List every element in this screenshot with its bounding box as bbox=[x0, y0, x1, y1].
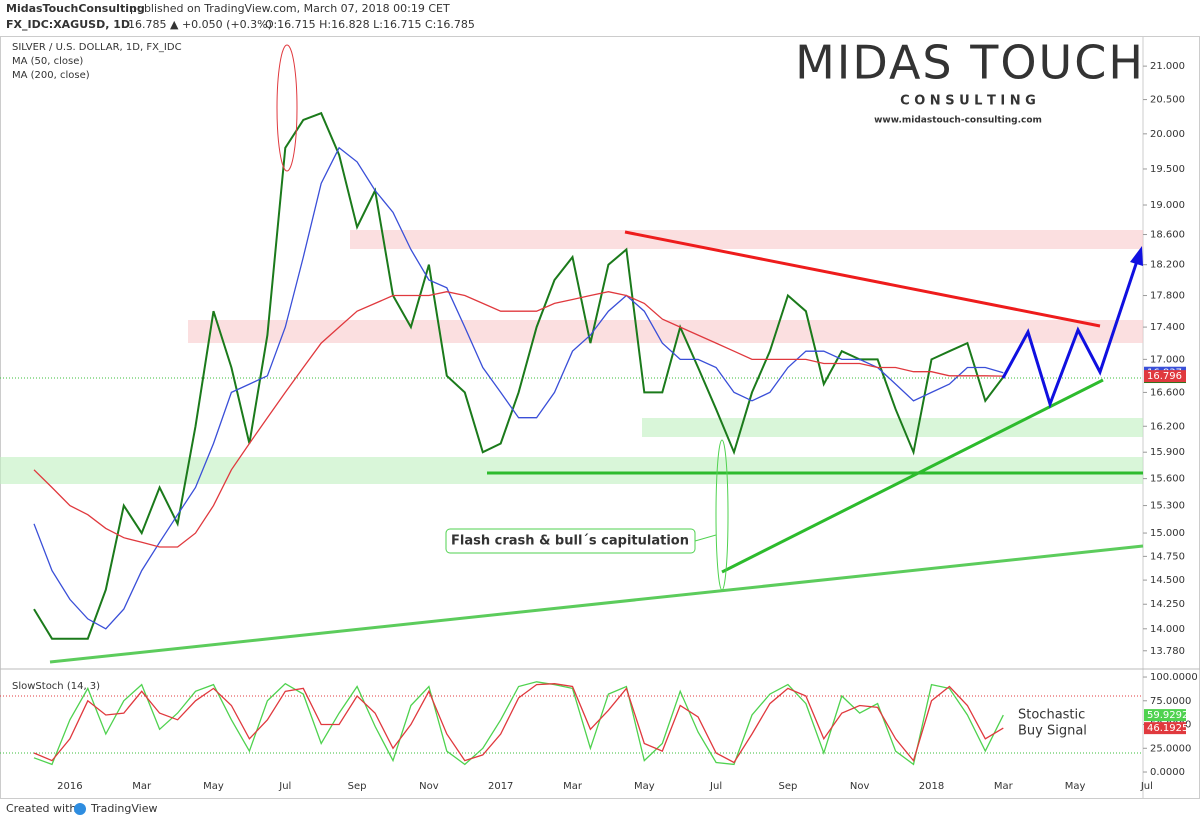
last-value-tag bbox=[1144, 709, 1186, 722]
y-tick-label: 17.000 bbox=[1150, 354, 1185, 365]
y-tick-label: 17.400 bbox=[1150, 322, 1185, 333]
x-tick-label: Jul bbox=[278, 781, 291, 792]
x-tick-label: 2016 bbox=[57, 781, 82, 792]
y-tick-label: 19.000 bbox=[1150, 200, 1185, 211]
annotation: Stochastic bbox=[1018, 708, 1085, 723]
annotation: Buy Signal bbox=[1018, 724, 1087, 739]
brand-icon bbox=[74, 803, 86, 815]
chart-title: SlowStoch (14, 3) bbox=[12, 681, 100, 692]
forecast-arrow bbox=[1130, 246, 1143, 266]
highlight-ellipse bbox=[276, 44, 298, 172]
x-tick-label: Mar bbox=[994, 781, 1014, 792]
y-tick-label: 15.000 bbox=[1150, 528, 1185, 539]
x-tick-label: Mar bbox=[132, 781, 152, 792]
y-tick-label: 16.600 bbox=[1150, 387, 1185, 398]
x-tick-label: 2017 bbox=[488, 781, 513, 792]
x-tick-label: Jul bbox=[1140, 781, 1153, 792]
highlight-ellipse bbox=[715, 439, 729, 591]
x-tick-label: Nov bbox=[850, 781, 870, 792]
y-tick-label: 0.0000 bbox=[1150, 767, 1185, 778]
y-tick-label: 18.200 bbox=[1150, 260, 1185, 271]
resistance-trendline bbox=[624, 230, 1101, 328]
series-line bbox=[33, 146, 1004, 630]
y-tick-label: 14.750 bbox=[1150, 551, 1185, 562]
support-zone bbox=[642, 418, 1143, 437]
y-tick-label: 13.780 bbox=[1150, 646, 1185, 657]
legend-entry: MA (50, close) bbox=[12, 56, 83, 67]
y-tick-label: 20.500 bbox=[1150, 95, 1185, 106]
y-tick-label: 14.000 bbox=[1150, 624, 1185, 635]
publisher[interactable]: MidasTouchConsulting bbox=[6, 2, 145, 15]
series-line bbox=[33, 681, 1004, 766]
forecast-path bbox=[1001, 257, 1140, 409]
chart-title: SILVER / U.S. DOLLAR, 1D, FX_IDC bbox=[12, 42, 182, 53]
footer-brand[interactable]: TradingView bbox=[90, 802, 157, 815]
y-tick-label: 100.0000 bbox=[1150, 672, 1198, 683]
y-tick-label: 19.500 bbox=[1150, 164, 1185, 175]
logo-url: www.midastouch-consulting.com bbox=[874, 116, 1042, 126]
x-tick-label: Sep bbox=[348, 781, 367, 792]
long-trendline bbox=[49, 544, 1144, 664]
y-tick-label: 20.000 bbox=[1150, 129, 1185, 140]
resistance-zone bbox=[188, 320, 1143, 343]
last-value-label: 16.796 bbox=[1147, 371, 1182, 382]
annotation-pointer bbox=[694, 534, 717, 542]
quote: 16.785 ▲ +0.050 (+0.3%) bbox=[128, 18, 272, 31]
support-trendline bbox=[721, 378, 1104, 574]
y-tick-label: 14.500 bbox=[1150, 575, 1185, 586]
x-tick-label: Mar bbox=[563, 781, 583, 792]
x-tick-label: May bbox=[203, 781, 224, 792]
last-value-tag bbox=[1144, 370, 1186, 383]
last-value-label: 46.1925 bbox=[1147, 723, 1188, 734]
logo-tagline: C O N S U L T I N G bbox=[900, 94, 1036, 109]
y-tick-label: 21.000 bbox=[1150, 61, 1185, 72]
series-line bbox=[33, 683, 1004, 764]
x-tick-label: Nov bbox=[419, 781, 439, 792]
x-tick-label: May bbox=[1065, 781, 1086, 792]
x-tick-label: Sep bbox=[778, 781, 797, 792]
annotation: Flash crash & bull´s capitulation bbox=[451, 534, 689, 549]
y-tick-label: 15.900 bbox=[1150, 447, 1185, 458]
logo-name: MIDAS TOUCH bbox=[795, 36, 1145, 90]
y-tick-label: 14.250 bbox=[1150, 599, 1185, 610]
published: published on TradingView.com, March 07, … bbox=[130, 2, 450, 15]
y-tick-label: 15.600 bbox=[1150, 474, 1185, 485]
legend-entry: MA (200, close) bbox=[12, 70, 90, 81]
last-value-label: 59.9292 bbox=[1147, 710, 1188, 721]
y-tick-label: 25.0000 bbox=[1150, 743, 1191, 754]
series-line bbox=[33, 111, 1005, 640]
y-tick-label: 16.200 bbox=[1150, 421, 1185, 432]
x-tick-label: 2018 bbox=[919, 781, 944, 792]
y-tick-label: 18.600 bbox=[1150, 230, 1185, 241]
last-value-tag bbox=[1144, 722, 1186, 735]
resistance-zone bbox=[350, 230, 1143, 249]
support-zone bbox=[0, 457, 1143, 484]
footer-text: Created with bbox=[6, 802, 76, 815]
y-tick-label: 75.0000 bbox=[1150, 696, 1191, 707]
ohlc: O:16.715 H:16.828 L:16.715 C:16.785 bbox=[265, 18, 475, 31]
y-tick-label: 15.300 bbox=[1150, 501, 1185, 512]
x-tick-label: May bbox=[634, 781, 655, 792]
y-tick-label: 17.800 bbox=[1150, 291, 1185, 302]
symbol: FX_IDC:XAGUSD, 1D bbox=[6, 18, 130, 31]
series-line bbox=[33, 291, 1004, 548]
x-tick-label: Jul bbox=[709, 781, 722, 792]
